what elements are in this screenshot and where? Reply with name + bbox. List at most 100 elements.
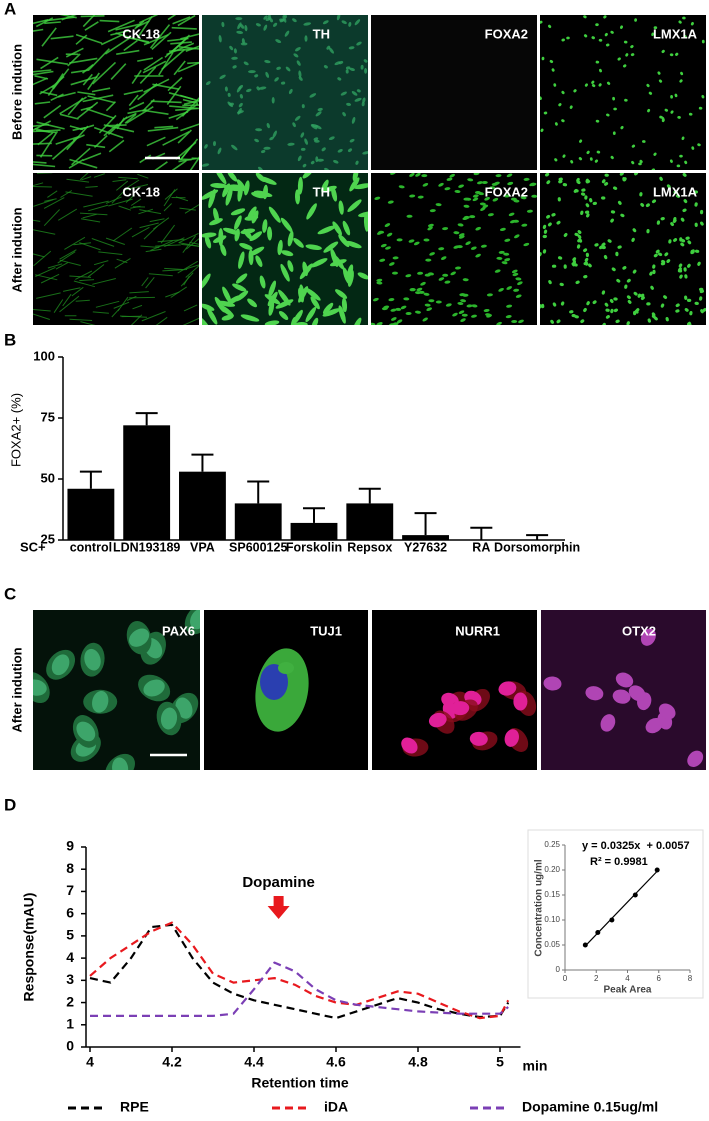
cell	[470, 246, 477, 250]
cell	[573, 89, 577, 93]
cell	[417, 271, 424, 275]
cell	[613, 107, 617, 111]
tile-label: TH	[313, 184, 330, 199]
fiber	[79, 242, 101, 251]
cell	[617, 57, 621, 61]
cell	[213, 235, 227, 244]
cell	[287, 231, 294, 247]
cell	[268, 280, 277, 298]
fiber	[160, 224, 176, 244]
cell	[499, 227, 506, 232]
cell	[236, 86, 242, 93]
fiber	[126, 295, 137, 301]
cell	[697, 143, 701, 147]
fiber	[146, 136, 166, 147]
cell	[387, 200, 394, 204]
fiber	[82, 73, 93, 86]
cell	[630, 53, 635, 57]
cell	[531, 194, 537, 198]
cell	[426, 307, 433, 311]
cell	[384, 223, 391, 228]
cell	[379, 258, 386, 262]
cell	[354, 97, 362, 102]
legend-label: RPE	[120, 1099, 149, 1115]
y-tick-label: 75	[41, 409, 55, 424]
fiber	[51, 139, 76, 161]
x-tick-label: 6	[657, 974, 662, 983]
cell	[520, 196, 527, 200]
fiber	[44, 21, 61, 25]
cell	[668, 239, 672, 244]
fiber	[182, 235, 196, 254]
bar	[402, 535, 449, 540]
cell	[557, 256, 563, 260]
cell	[258, 166, 263, 170]
fiber	[125, 112, 137, 120]
cell	[293, 237, 304, 248]
cell	[302, 173, 314, 179]
cell	[577, 230, 582, 234]
cell	[633, 291, 638, 296]
cell	[498, 288, 504, 292]
cell	[679, 274, 683, 279]
cell	[362, 97, 366, 103]
cell	[501, 261, 508, 265]
cell	[280, 217, 293, 233]
cell	[684, 160, 688, 165]
cell	[280, 263, 290, 282]
cell	[699, 287, 704, 292]
cell	[560, 301, 565, 306]
cell	[511, 269, 518, 274]
cell	[462, 216, 469, 221]
fiber	[40, 273, 60, 284]
annotation: Dopamine	[242, 874, 315, 891]
cell	[605, 43, 610, 47]
cell	[256, 86, 260, 91]
cell	[219, 74, 226, 80]
cell	[580, 210, 584, 215]
cell	[679, 154, 683, 158]
cell	[475, 253, 481, 258]
fiber	[117, 296, 129, 312]
cell	[323, 241, 339, 253]
tile-label: LMX1A	[653, 184, 698, 199]
cell	[232, 283, 247, 292]
fiber	[95, 300, 120, 308]
y-axis-label: FOXA2+ (%)	[8, 393, 23, 467]
cell	[458, 235, 465, 239]
cell	[558, 180, 563, 184]
cell	[580, 319, 585, 324]
cell	[282, 15, 287, 23]
cell	[415, 291, 422, 295]
fiber	[125, 194, 136, 203]
cell	[300, 147, 306, 151]
fiber	[80, 15, 105, 18]
cell	[512, 272, 519, 277]
fiber	[162, 130, 190, 146]
cell	[244, 215, 259, 221]
cell	[221, 21, 225, 28]
cell	[675, 303, 680, 308]
cell	[261, 149, 266, 154]
cell	[687, 750, 704, 767]
cell	[604, 302, 609, 307]
cell	[227, 92, 231, 97]
cell	[615, 672, 634, 688]
cell	[601, 242, 606, 247]
micrograph	[33, 610, 200, 770]
fiber	[43, 197, 65, 209]
cell	[589, 198, 593, 203]
fiber	[93, 126, 124, 139]
cell	[580, 192, 586, 196]
fiber	[177, 260, 198, 274]
cell	[314, 139, 320, 143]
fiber	[138, 208, 154, 215]
cell	[513, 219, 519, 223]
cell	[604, 173, 609, 177]
cell	[275, 39, 282, 44]
cell	[485, 313, 492, 317]
cell	[545, 173, 550, 177]
fiber	[103, 124, 135, 133]
cell	[276, 66, 281, 70]
